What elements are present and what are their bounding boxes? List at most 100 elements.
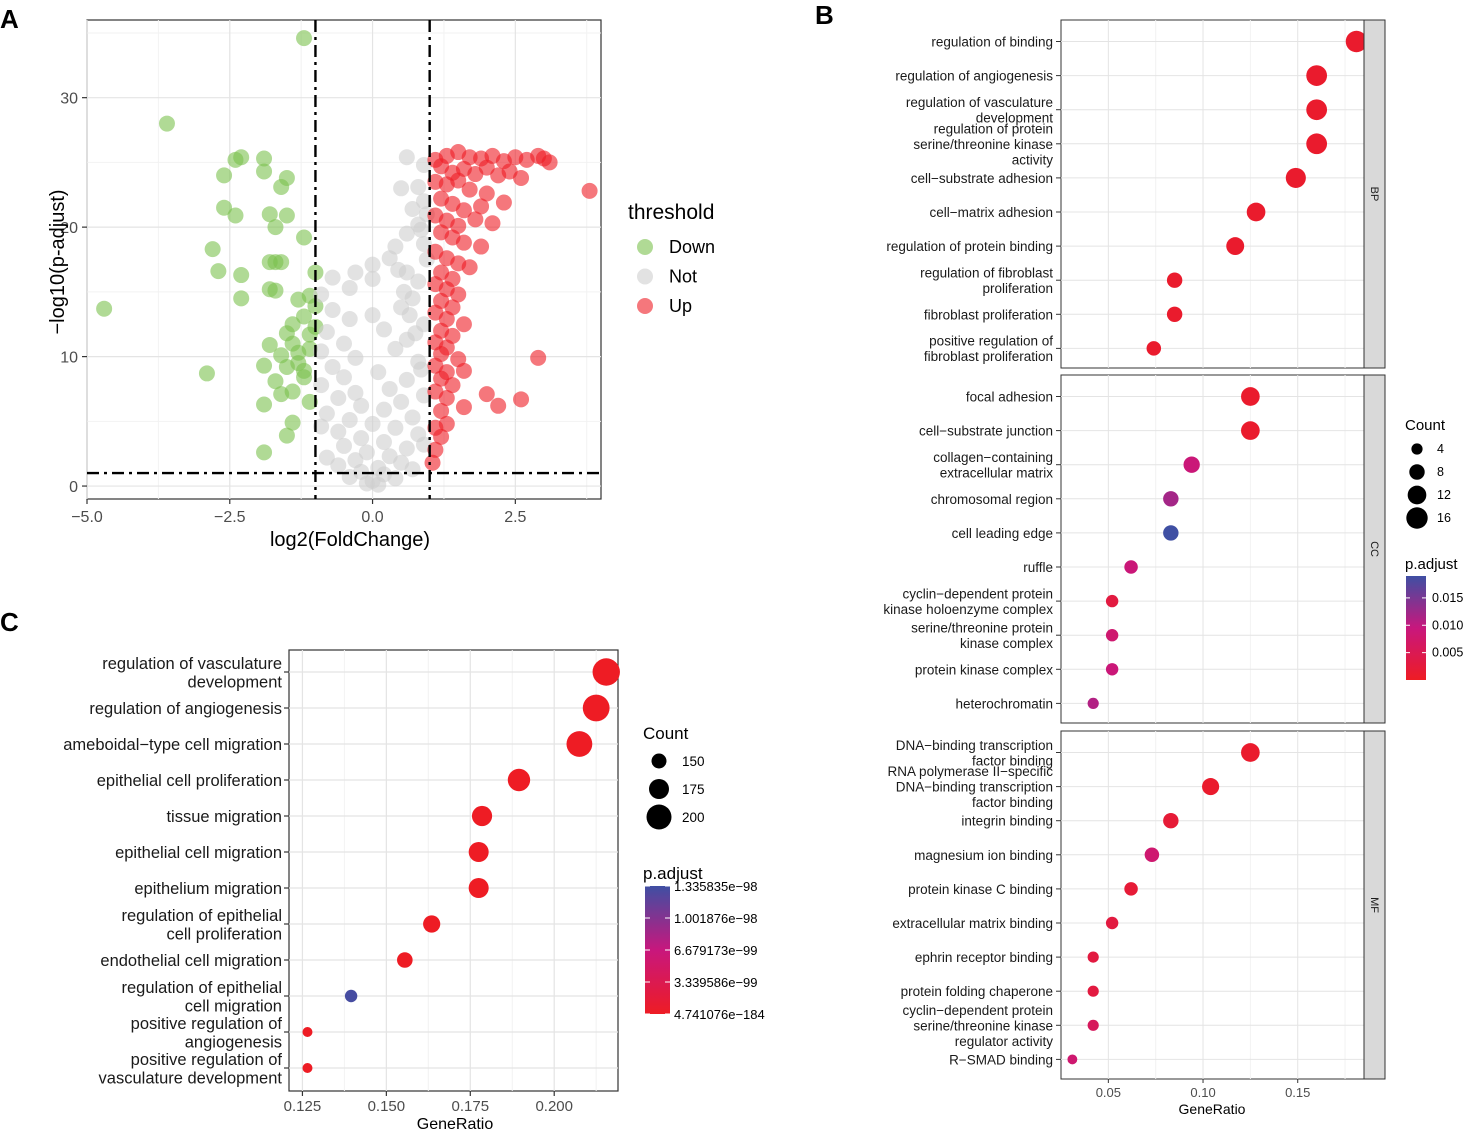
volcano-point-not [313,286,330,303]
volcano-point-up [433,428,450,445]
x-tick-label: 0.10 [1190,1085,1215,1100]
term-dot [302,1027,313,1037]
term-label: ephrin receptor binding [915,950,1053,965]
term-label: regulation of epithelial [121,979,282,997]
term-dot [582,694,610,722]
term-label: regulation of angiogenesis [895,69,1053,84]
term-label: kinase holoenzyme complex [883,602,1053,617]
term-label: chromosomal region [931,492,1053,507]
volcano-point-down [210,263,227,280]
volcano-point-up [478,386,495,403]
term-label: ruffle [1023,560,1053,575]
term-label: tissue migration [166,808,282,826]
volcano-point-not [407,325,424,342]
term-dot [1345,30,1368,53]
volcano-point-down [278,358,295,375]
legend-key-down [637,239,653,255]
term-dot [1144,847,1160,863]
term-label: kinase complex [960,636,1053,651]
term-label: cell migration [185,997,282,1015]
count-legend-label: 200 [682,810,705,825]
term-label: endothelial cell migration [100,952,282,970]
facet-strip-label-cc: CC [1368,541,1380,557]
volcano-point-up [467,211,484,228]
term-label: protein kinase C binding [908,882,1053,897]
volcano-point-not [353,397,370,414]
volcano-point-not [413,361,430,378]
panel-label-b: B [815,0,834,30]
x-tick-label: 0.15 [1285,1085,1310,1100]
volcano-point-not [404,461,421,478]
term-dot [1306,65,1328,86]
volcano-point-not [347,349,364,366]
count-legend-label: 175 [682,782,705,797]
legend-key-up [637,298,653,314]
count-legend-key [1409,464,1425,480]
volcano-point-up [450,172,467,189]
term-dot [1105,594,1119,608]
volcano-point-not [313,418,330,435]
legend-label-not: Not [669,267,697,287]
term-label: epithelial cell proliferation [97,772,282,790]
term-label: fibroblast proliferation [924,307,1053,322]
go-dotplot-b-padjust-legend-title: p.adjust [1405,556,1458,573]
volcano-point-not [410,273,427,290]
term-dot [1246,202,1266,222]
volcano-point-not [390,261,407,278]
go-dotplot-c-grid [289,650,618,1091]
term-label: regulator activity [955,1034,1054,1049]
volcano-point-not [401,307,418,324]
count-legend-label: 150 [682,754,705,769]
term-label: regulation of epithelial [121,907,282,925]
term-label: protein folding chaperone [901,984,1053,999]
volcano-point-down [284,414,301,431]
go-dotplot-b-body: regulation of binding regulation of angio… [883,19,1386,1080]
volcano-point-not [398,149,415,166]
term-label: DNA−binding transcription [896,738,1053,753]
panel-label-c: C [0,607,19,637]
go-dotplot-c-x-axis-title: GeneRatio [417,1116,494,1131]
x-tick-label: 0.125 [284,1098,322,1115]
x-tick-label: 0.200 [535,1098,573,1115]
volcano-point-down [198,365,215,382]
term-label: regulation of angiogenesis [89,700,282,718]
volcano-point-up [478,159,495,176]
volcano-point-not [364,307,381,324]
term-label: proliferation [982,281,1053,296]
go-dotplot-b-x-axis-title: GeneRatio [1179,1101,1246,1117]
legend-label-up: Up [669,296,692,316]
volcano-point-not [341,468,358,485]
x-tick-label: 2.5 [504,509,526,526]
x-tick-label: 0.150 [368,1098,406,1115]
volcano-point-up [444,377,461,394]
count-legend-key [1407,485,1427,505]
count-legend-key [1411,443,1423,455]
term-dot [471,805,493,827]
volcano-point-up [541,154,558,171]
x-tick-label: 0.175 [452,1098,490,1115]
volcano-threshold-lines [87,20,601,499]
volcano-point-not [353,430,370,447]
term-label: cyclin−dependent protein [903,1003,1053,1018]
volcano-point-up [490,397,507,414]
volcano-point-down [267,373,284,390]
term-dot [1087,697,1099,710]
count-legend-key [649,779,669,799]
panel-label-a: A [0,4,19,34]
volcano-point-not [415,193,432,210]
term-dot [468,842,489,862]
term-label: epithelium migration [134,880,282,898]
volcano-point-down [256,396,273,413]
volcano-point-down [96,300,113,317]
term-label: vasculature development [99,1069,283,1087]
volcano-point-not [393,180,410,197]
volcano-point-not [393,393,410,410]
volcano-point-up [455,316,472,333]
go-dotplot-b-legend: Count p.adjust 4 8 12 16 0.005 0.010 0.015 [1405,417,1463,680]
term-label: magnesium ion binding [914,848,1053,863]
go-dotplot-b-x-ticks: 0.05 0.10 0.15 [1096,1079,1310,1100]
term-label: regulation of fibroblast [920,265,1053,280]
term-dot [1306,133,1328,155]
volcano-point-not [336,437,352,454]
